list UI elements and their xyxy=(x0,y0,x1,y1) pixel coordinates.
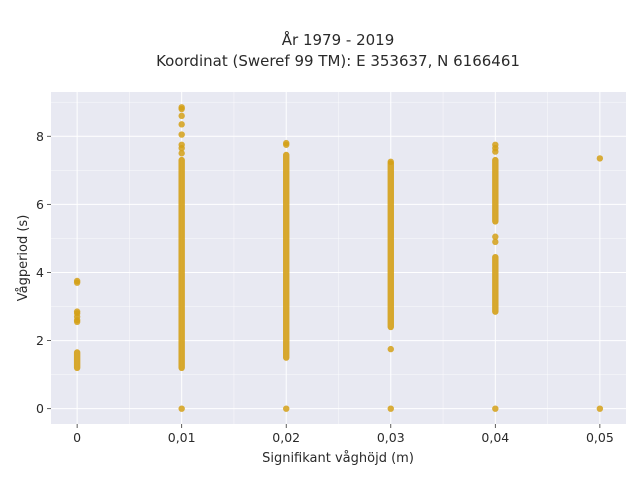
y-axis-label: Vågperiod (s) xyxy=(16,215,31,302)
data-point xyxy=(283,141,290,148)
data-point xyxy=(387,405,394,412)
data-point-band xyxy=(492,253,499,315)
data-point xyxy=(283,405,290,412)
data-point xyxy=(178,121,185,128)
data-point xyxy=(492,238,499,246)
chart-title: År 1979 - 2019 xyxy=(282,30,395,49)
data-point-band xyxy=(492,156,499,225)
data-point xyxy=(178,112,185,120)
data-point-band xyxy=(283,151,290,361)
y-tick-label: 2 xyxy=(36,333,44,348)
data-points xyxy=(73,104,604,412)
data-point-band xyxy=(387,160,394,331)
y-tick-label: 4 xyxy=(36,265,44,280)
data-point xyxy=(492,233,499,240)
data-point xyxy=(178,131,185,138)
data-point xyxy=(73,277,81,285)
data-point xyxy=(178,144,185,152)
chart-subtitle: Koordinat (Sweref 99 TM): E 353637, N 61… xyxy=(156,52,520,70)
y-tick-label: 0 xyxy=(36,401,44,416)
data-point xyxy=(387,158,394,166)
data-point-band xyxy=(73,349,81,372)
y-tick-label: 8 xyxy=(36,129,44,144)
data-point-band xyxy=(178,156,185,372)
x-ticks: 0 0,01 0,02 0,03 0,04 0,05 xyxy=(73,424,614,445)
y-tick-label: 6 xyxy=(36,197,44,212)
x-tick-label: 0,04 xyxy=(481,430,509,445)
x-tick-label: 0 xyxy=(73,430,81,445)
data-point xyxy=(178,105,185,113)
data-point xyxy=(178,405,185,412)
x-tick-label: 0,01 xyxy=(168,430,196,445)
data-point xyxy=(387,345,394,353)
x-tick-label: 0,05 xyxy=(586,430,614,445)
data-point xyxy=(492,148,499,155)
data-point xyxy=(178,150,185,157)
x-tick-label: 0,03 xyxy=(377,430,405,445)
x-tick-label: 0,02 xyxy=(272,430,300,445)
data-point xyxy=(73,318,81,326)
data-point xyxy=(596,405,604,412)
data-point xyxy=(596,155,604,162)
y-ticks: 0 2 4 6 8 xyxy=(36,129,51,416)
x-axis-label: Signifikant våghöjd (m) xyxy=(262,451,414,466)
data-point xyxy=(492,405,499,412)
